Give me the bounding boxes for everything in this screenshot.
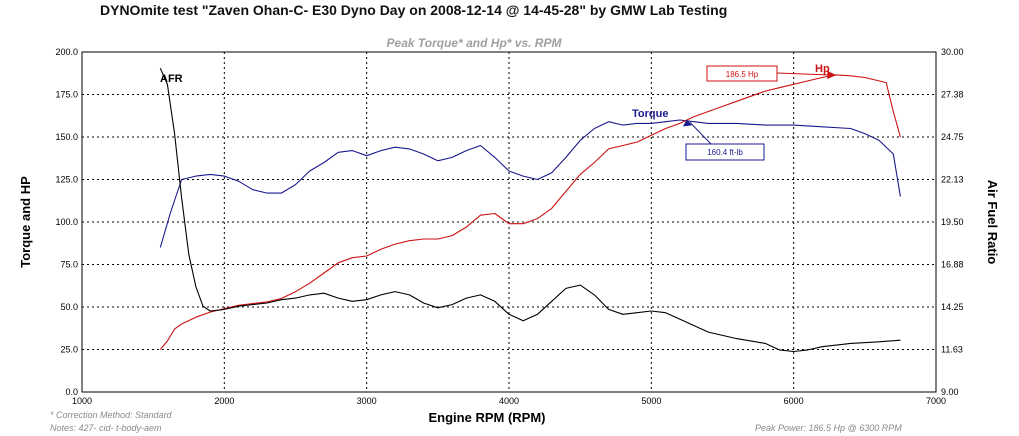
peak-hp-callout-text: 186.5 Hp <box>726 70 759 79</box>
y-tick-label: 125.0 <box>55 175 78 185</box>
hp-series-label: Hp <box>815 63 830 75</box>
y-tick-label: 50.0 <box>60 302 78 312</box>
peak-torque-leader <box>689 121 712 145</box>
peak-power-summary: Peak Power: 186.5 Hp @ 6300 RPM <box>755 423 902 433</box>
y2-tick-label: 30.00 <box>941 47 964 57</box>
x-tick-label: 6000 <box>784 396 804 406</box>
series-line-torque <box>159 119 901 248</box>
y2-tick-label: 16.88 <box>941 260 964 270</box>
peak-hp-leader <box>776 72 831 76</box>
peak-torque-callout-box <box>685 143 765 161</box>
y-tick-label: 75.0 <box>60 260 78 270</box>
page-title: DYNOmite test "Zaven Ohan-C- E30 Dyno Da… <box>100 2 728 18</box>
annotations: AFR Torque Hp 186.5 Hp 160.4 ft-lb <box>160 63 837 161</box>
y-tick-label: 150.0 <box>55 132 78 142</box>
y2-tick-label: 27.38 <box>941 90 964 100</box>
y2-axis-label: Air Fuel Ratio <box>985 180 1000 265</box>
y2-tick-label: 22.13 <box>941 175 964 185</box>
y2-tick-label: 9.00 <box>941 387 959 397</box>
axis-ticks: 1000 2000 3000 4000 5000 6000 7000 0.0 9.00 25.0 1… <box>55 47 963 406</box>
y-tick-label: 25.0 <box>60 345 78 355</box>
y2-tick-label: 24.75 <box>941 132 964 142</box>
y-axis-label: Torque and HP <box>18 176 33 268</box>
series-line-afr <box>159 67 901 353</box>
x-tick-label: 4000 <box>499 396 519 406</box>
torque-series-label: Torque <box>632 108 668 120</box>
y2-tick-label: 11.63 <box>941 345 963 355</box>
afr-series-label: AFR <box>160 73 183 85</box>
y2-tick-label: 14.25 <box>941 302 964 312</box>
plot-frame <box>81 51 937 393</box>
y-tick-label: 0.0 <box>65 387 78 397</box>
x-tick-label: 3000 <box>357 396 377 406</box>
y-tick-label: 100.0 <box>55 217 78 227</box>
peak-hp-marker <box>827 70 837 79</box>
chart-title: Peak Torque* and Hp* vs. RPM <box>387 36 563 50</box>
x-tick-label: 1000 <box>72 396 92 406</box>
y-tick-label: 175.0 <box>55 90 78 100</box>
x-tick-label: 5000 <box>641 396 661 406</box>
correction-method: * Correction Method: Standard <box>50 410 172 420</box>
y-tick-label: 200.0 <box>55 47 78 57</box>
series-lines <box>159 67 901 353</box>
series-line-hp <box>159 74 901 350</box>
peak-torque-callout-text: 160.4 ft-lb <box>707 148 743 157</box>
x-tick-label: 2000 <box>214 396 234 406</box>
y2-tick-label: 19.50 <box>941 217 964 227</box>
peak-torque-marker <box>682 119 692 127</box>
notes: Notes: 427- cid- t-body-aem <box>50 423 162 433</box>
x-axis-label: Engine RPM (RPM) <box>429 410 546 425</box>
x-tick-label: 7000 <box>926 396 946 406</box>
grid <box>82 52 936 392</box>
